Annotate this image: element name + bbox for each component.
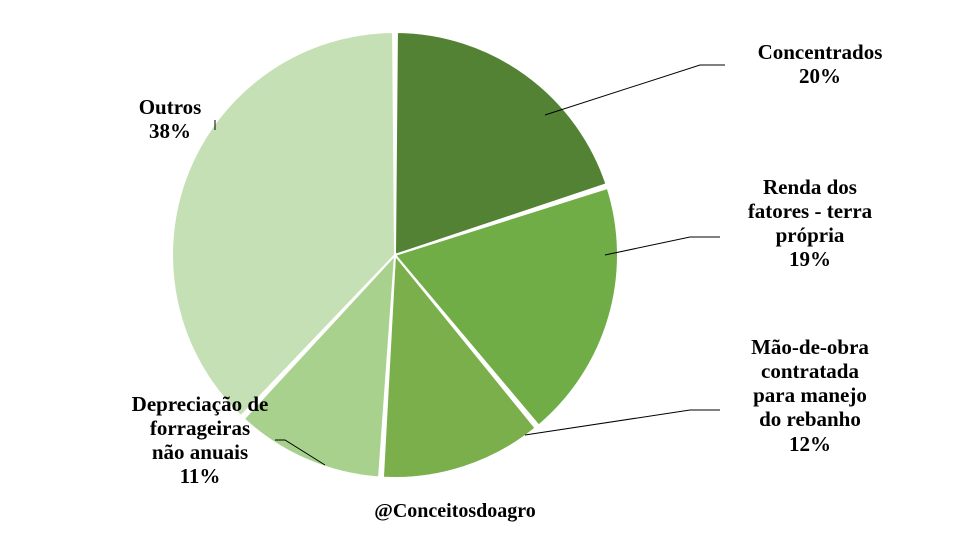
label-concentrados: Concentrados20% bbox=[725, 40, 915, 88]
label-depreciacao: Depreciação deforrageirasnão anuais11% bbox=[110, 392, 290, 489]
chart-stage: Concentrados20% Renda dosfatores - terra… bbox=[0, 0, 968, 545]
chart-footer: @Conceitosdoagro bbox=[330, 500, 580, 523]
leader-concentrados bbox=[545, 65, 725, 115]
leader-renda bbox=[605, 237, 720, 255]
leader-mao bbox=[525, 410, 720, 435]
label-outros: Outros38% bbox=[110, 95, 230, 143]
label-mao: Mão-de-obracontratadapara manejodo reban… bbox=[720, 335, 900, 456]
label-renda: Renda dosfatores - terraprópria19% bbox=[720, 175, 900, 272]
